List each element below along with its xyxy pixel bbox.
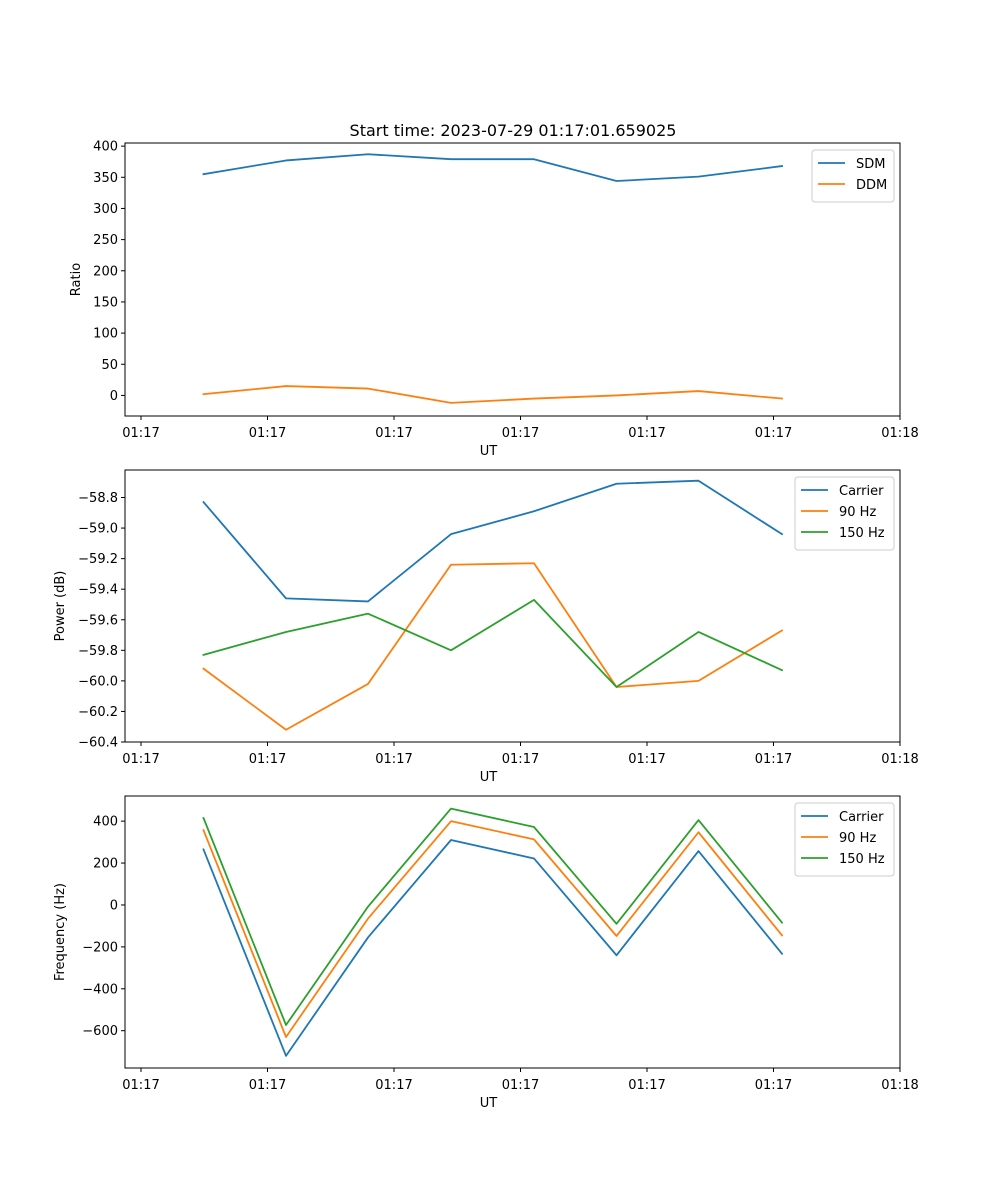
power-y-tick-label: −58.8: [78, 491, 118, 506]
frequency-x-tick-label: 01:17: [755, 1078, 792, 1093]
frequency-y-tick-label: −200: [82, 940, 118, 955]
ratio-x-tick-label: 01:17: [122, 426, 159, 441]
frequency-y-tick-label: 0: [110, 898, 118, 913]
power-series-carrier-line: [202, 479, 784, 603]
frequency-legend-label-carrier: Carrier: [839, 810, 884, 825]
power-x-tick-label: 01:18: [881, 752, 918, 767]
ratio-y-tick-label: 0: [110, 389, 118, 404]
ratio-y-tick-label: 200: [93, 264, 118, 279]
power-panel: 01:17 01:17 01:17 01:17 01:17 01:17 01:18 UT −60…: [53, 469, 919, 785]
frequency-series-90-hz-line: [202, 820, 784, 1038]
frequency-x-tick-label: 01:17: [502, 1078, 539, 1093]
frequency-x-axis-label: UT: [480, 1096, 498, 1111]
ratio-x-tick-label: 01:18: [881, 426, 918, 441]
power-x-tick-label: 01:17: [628, 752, 665, 767]
frequency-y-tick-label: 400: [93, 815, 118, 830]
power-x-axis-label: UT: [480, 770, 498, 785]
ratio-y-tick-label: 400: [93, 140, 118, 155]
frequency-x-tick-label: 01:17: [249, 1078, 286, 1093]
power-y-tick-label: −60.0: [78, 674, 118, 689]
power-x-tick-label: 01:17: [375, 752, 412, 767]
power-x-tick-label: 01:17: [502, 752, 539, 767]
ratio-panel: 01:17 01:17 01:17 01:17 01:17 01:17 01:18 UT 0 50…: [69, 140, 919, 459]
ratio-legend-label-sdm: SDM: [856, 157, 885, 172]
ratio-series-sdm-line: [202, 153, 784, 182]
frequency-legend-label-150-hz: 150 Hz: [839, 852, 885, 867]
power-series-150-hz-line: [202, 598, 784, 688]
frequency-legend: Carrier 90 Hz 150 Hz: [794, 802, 895, 877]
ratio-x-axis-label: UT: [480, 444, 498, 459]
frequency-x-tick-label: 01:17: [375, 1078, 412, 1093]
ratio-y-axis-label: Ratio: [69, 263, 84, 296]
power-legend-label-150-hz: 150 Hz: [839, 526, 885, 541]
frequency-y-tick-label: 200: [93, 857, 118, 872]
frequency-x-tick-label: 01:18: [881, 1078, 918, 1093]
ratio-x-tick-label: 01:17: [755, 426, 792, 441]
ratio-y-tick-label: 250: [93, 233, 118, 248]
power-x-tick-label: 01:17: [122, 752, 159, 767]
frequency-axes-frame: [124, 795, 901, 1069]
power-y-tick-label: −59.4: [78, 583, 118, 598]
ratio-x-tick-label: 01:17: [628, 426, 665, 441]
ratio-y-tick-label: 150: [93, 295, 118, 310]
power-axes-frame: [124, 469, 901, 743]
ratio-legend-label-ddm: DDM: [856, 178, 887, 193]
figure-title: Start time: 2023-07-29 01:17:01.659025: [350, 121, 677, 140]
ratio-x-tick-label: 01:17: [502, 426, 539, 441]
power-y-axis-label: Power (dB): [53, 571, 68, 642]
ratio-legend: SDM DDM: [811, 149, 895, 203]
ratio-y-tick-label: 300: [93, 202, 118, 217]
frequency-y-tick-label: −400: [82, 982, 118, 997]
ratio-y-tick-label: 350: [93, 171, 118, 186]
power-legend-label-carrier: Carrier: [839, 484, 884, 499]
ratio-x-tick-label: 01:17: [249, 426, 286, 441]
power-y-tick-label: −59.8: [78, 644, 118, 659]
ratio-axes-frame: [124, 142, 901, 417]
frequency-series-carrier-line: [202, 839, 784, 1057]
ratio-y-tick-label: 100: [93, 327, 118, 342]
ratio-series-ddm-line: [202, 385, 783, 404]
power-legend: Carrier 90 Hz 150 Hz: [794, 476, 895, 551]
power-y-tick-label: −59.6: [78, 613, 118, 628]
frequency-panel: 01:17 01:17 01:17 01:17 01:17 01:17 01:18 UT −60…: [53, 795, 919, 1111]
ratio-x-tick-label: 01:17: [375, 426, 412, 441]
power-y-tick-label: −60.4: [78, 736, 118, 751]
power-y-tick-label: −59.2: [78, 552, 118, 567]
power-legend-label-90-hz: 90 Hz: [839, 505, 876, 520]
frequency-series-150-hz-line: [202, 807, 784, 1026]
power-x-tick-label: 01:17: [249, 752, 286, 767]
frequency-y-axis-label: Frequency (Hz): [53, 883, 68, 981]
power-x-tick-label: 01:17: [755, 752, 792, 767]
frequency-y-tick-label: −600: [82, 1024, 118, 1039]
power-series-90-hz-line: [202, 562, 784, 731]
power-y-tick-label: −59.0: [78, 522, 118, 537]
power-y-tick-label: −60.2: [78, 705, 118, 720]
frequency-legend-label-90-hz: 90 Hz: [839, 831, 876, 846]
frequency-x-tick-label: 01:17: [122, 1078, 159, 1093]
ratio-y-tick-label: 50: [101, 358, 118, 373]
frequency-x-tick-label: 01:17: [628, 1078, 665, 1093]
